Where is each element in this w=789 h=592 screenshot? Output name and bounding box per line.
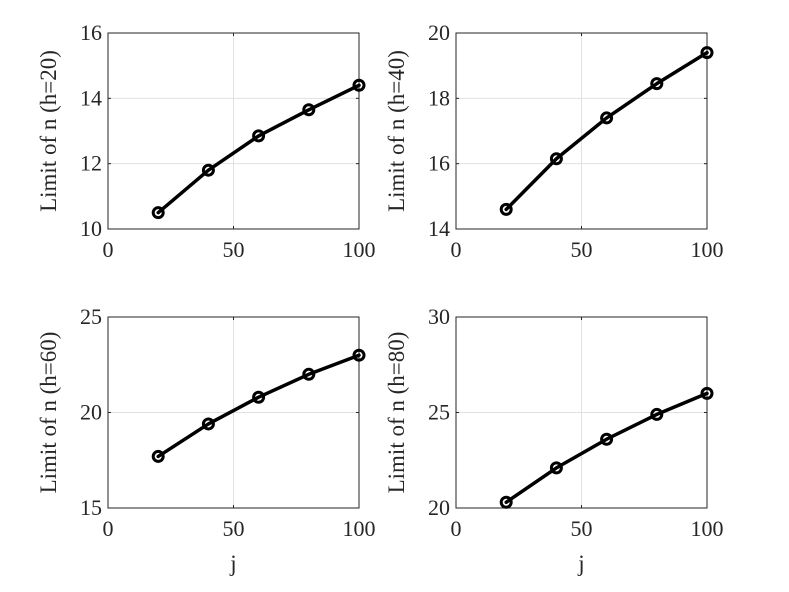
data-point <box>151 206 165 220</box>
data-point <box>600 432 614 446</box>
data-point <box>352 78 366 92</box>
data-point <box>650 407 664 421</box>
y-axis-label: Limit of n (h=20) <box>36 50 61 212</box>
data-point <box>499 202 513 216</box>
x-tick-label: 0 <box>451 516 462 541</box>
y-tick-label: 20 <box>428 495 450 520</box>
data-point <box>549 461 563 475</box>
y-tick-label: 14 <box>428 216 450 241</box>
x-tick-label: 50 <box>223 516 245 541</box>
data-point <box>201 163 215 177</box>
x-tick-label: 50 <box>571 237 593 262</box>
data-point <box>252 129 266 143</box>
series-line <box>504 50 709 212</box>
subplot-h40: 0 50 100 14 16 18 20 Limit of n (h=40) <box>384 20 724 262</box>
data-point <box>600 111 614 125</box>
y-tick-label: 30 <box>428 304 450 329</box>
x-tick-label: 100 <box>691 516 724 541</box>
subplot-h80: 0 50 100 20 25 30 Limit of n (h=80) j <box>384 304 724 576</box>
y-tick-label: 25 <box>80 304 102 329</box>
data-point <box>302 367 316 381</box>
x-tick-label: 0 <box>451 237 462 262</box>
data-point <box>252 390 266 404</box>
subplot-h60: 0 50 100 15 20 25 Limit of n (h=60) j <box>36 304 376 576</box>
x-tick-label: 50 <box>571 516 593 541</box>
data-point <box>499 495 513 509</box>
y-axis-label: Limit of n (h=60) <box>36 332 61 494</box>
y-tick-label: 12 <box>80 151 102 176</box>
y-tick-label: 10 <box>80 216 102 241</box>
series-line <box>504 391 709 505</box>
y-axis-label: Limit of n (h=80) <box>384 332 409 494</box>
data-point <box>700 46 714 60</box>
y-tick-label: 16 <box>428 151 450 176</box>
y-tick-label: 25 <box>428 400 450 425</box>
y-tick-label: 15 <box>80 495 102 520</box>
data-point <box>201 417 215 431</box>
x-tick-label: 100 <box>343 516 376 541</box>
data-point <box>352 348 366 362</box>
data-point <box>650 77 664 91</box>
data-point <box>151 449 165 463</box>
data-point <box>302 103 316 117</box>
x-tick-label: 100 <box>691 237 724 262</box>
series-line <box>156 353 361 459</box>
x-tick-label: 0 <box>103 237 114 262</box>
x-tick-label: 0 <box>103 516 114 541</box>
data-point <box>700 386 714 400</box>
data-point <box>549 152 563 166</box>
y-tick-label: 20 <box>428 20 450 45</box>
x-tick-label: 50 <box>223 237 245 262</box>
y-tick-label: 14 <box>80 85 102 110</box>
y-tick-label: 18 <box>428 85 450 110</box>
subplot-h20: 0 50 100 10 12 14 16 Limit of n (h=20) <box>36 20 376 262</box>
y-axis-label: Limit of n (h=40) <box>384 50 409 212</box>
series-line <box>156 83 361 215</box>
x-axis-label: j <box>577 551 584 576</box>
y-tick-label: 20 <box>80 400 102 425</box>
y-tick-label: 16 <box>80 20 102 45</box>
x-axis-label: j <box>229 551 236 576</box>
x-tick-label: 100 <box>343 237 376 262</box>
